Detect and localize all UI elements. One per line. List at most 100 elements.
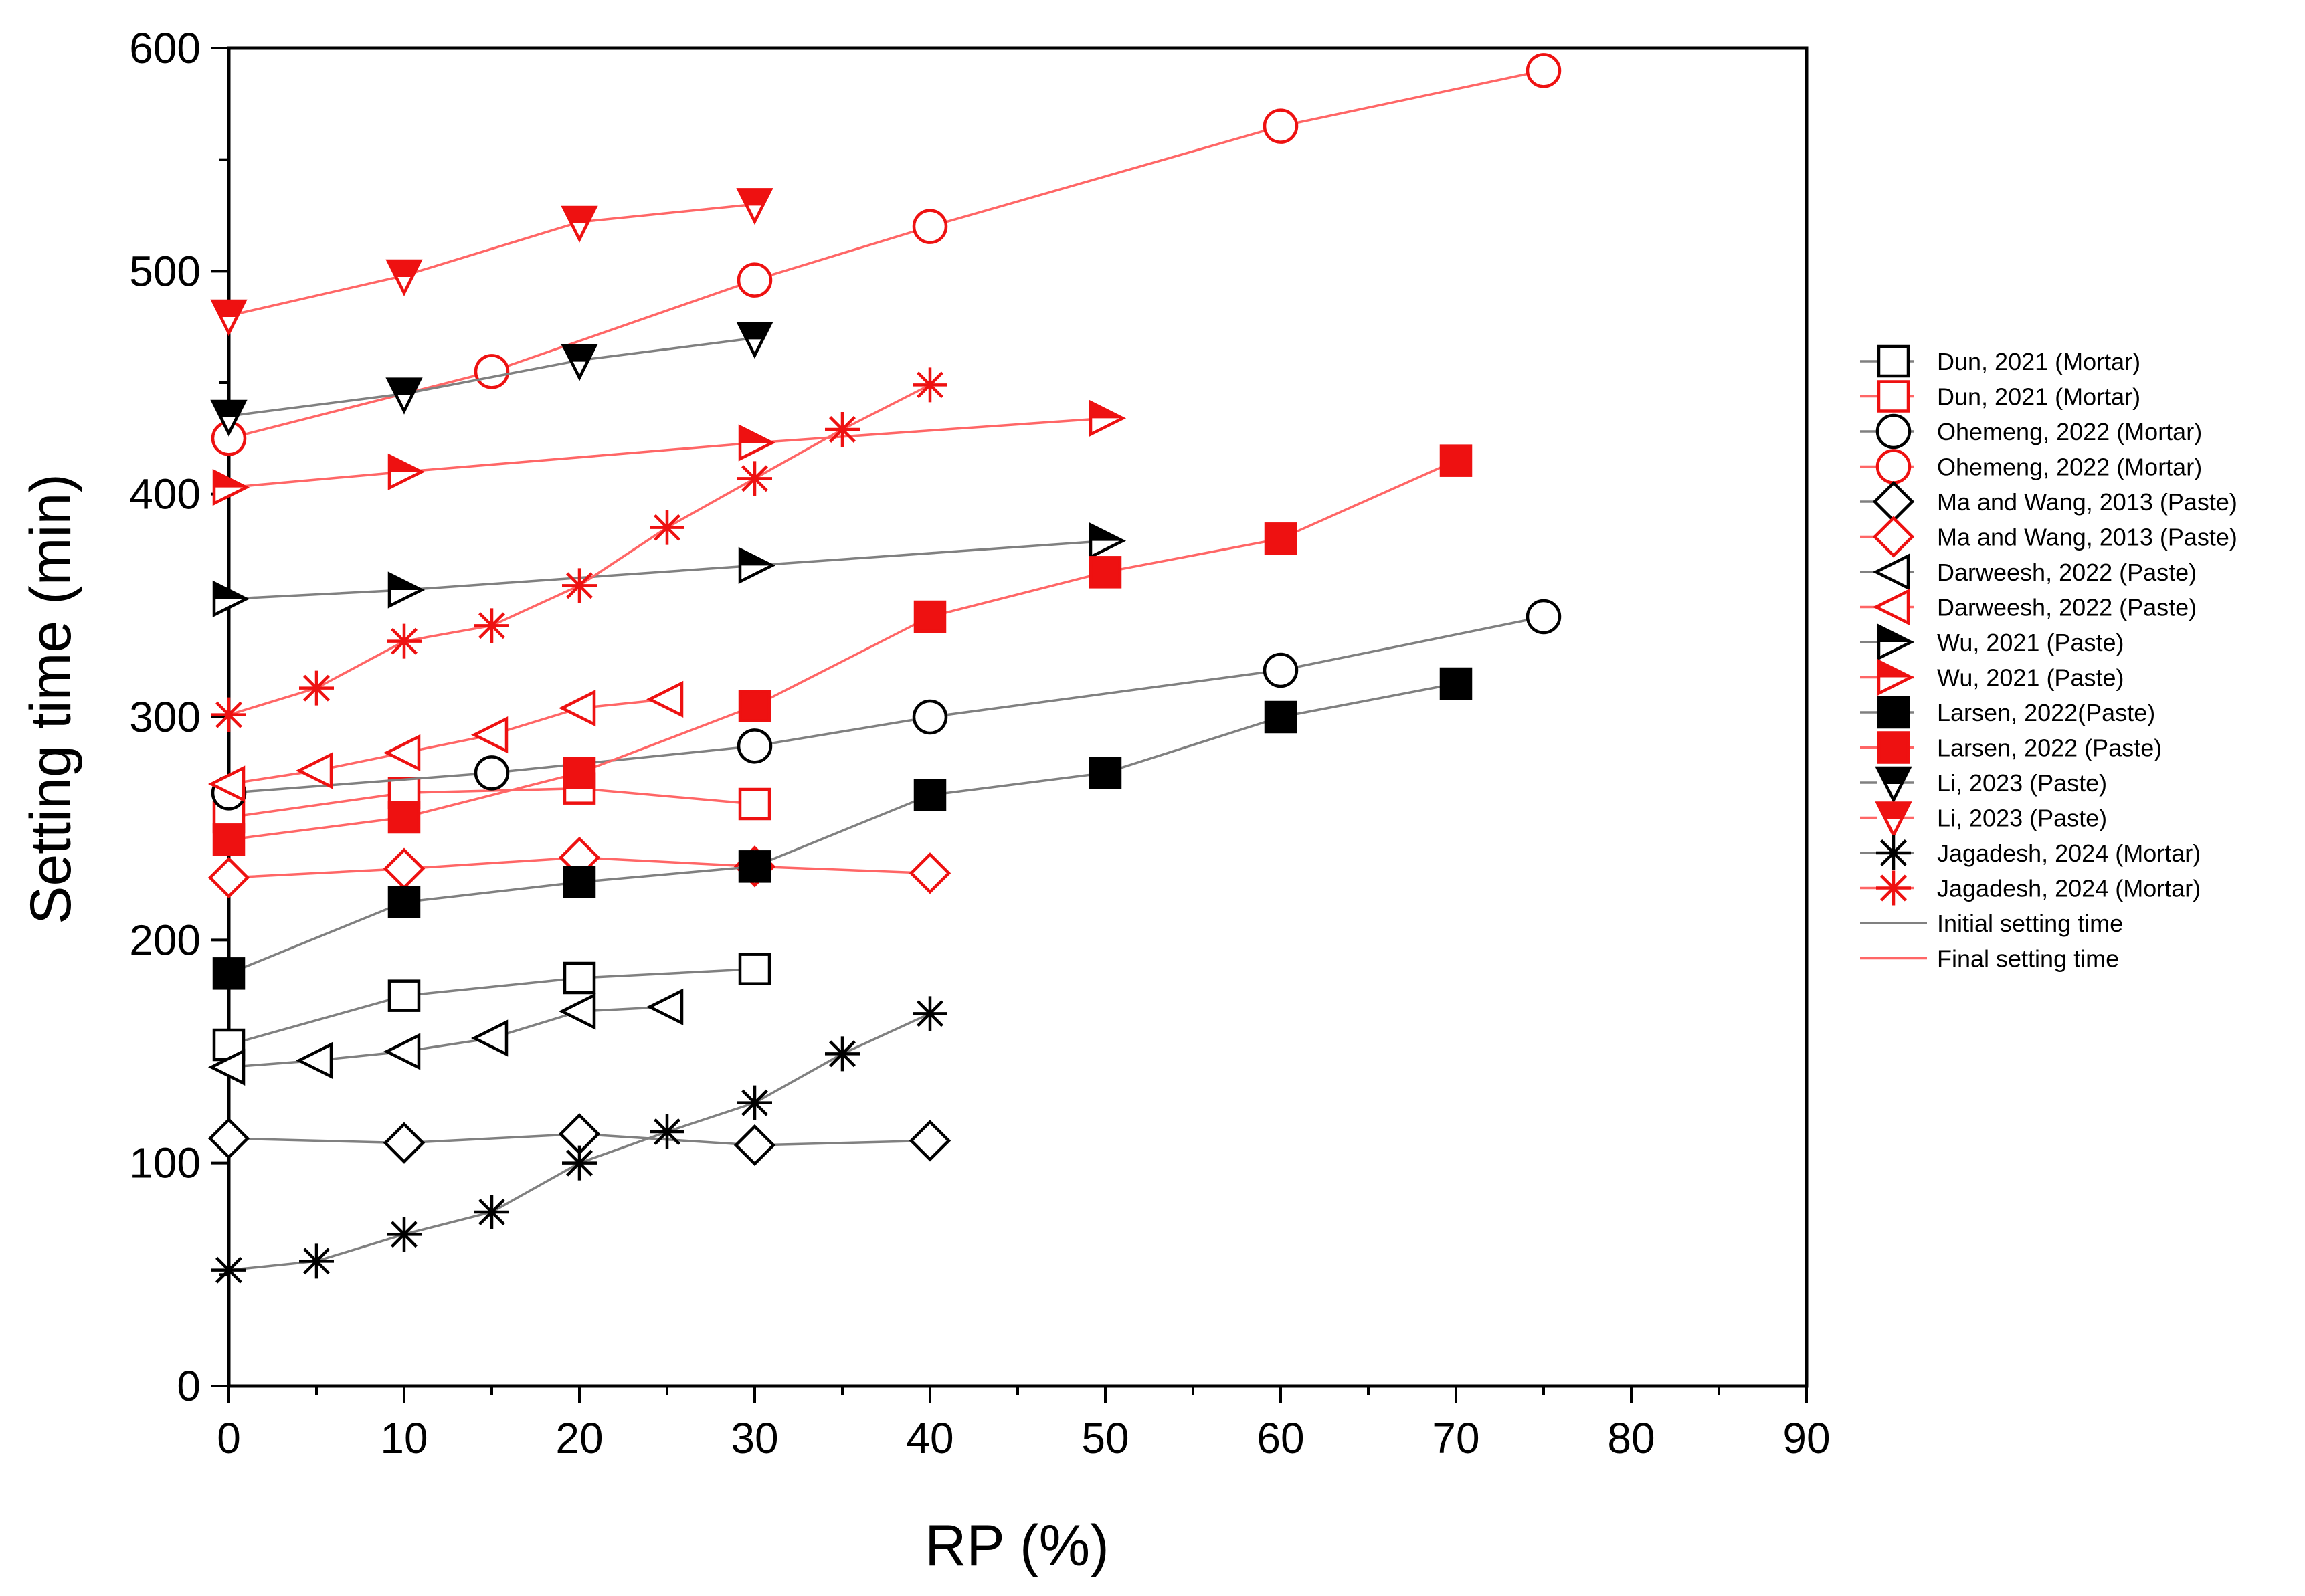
data-point	[387, 886, 421, 918]
data-point	[212, 823, 246, 856]
legend-label: Jagadesh, 2024 (Mortar)	[1937, 875, 2201, 902]
marker-shape	[387, 801, 421, 834]
marker-shape	[1089, 556, 1122, 589]
data-point	[474, 1195, 509, 1229]
marker-fill	[739, 323, 771, 340]
marker-shape	[738, 690, 771, 722]
data-point	[383, 847, 426, 890]
marker-shape	[737, 728, 773, 764]
data-point	[299, 670, 334, 706]
data-point	[295, 752, 333, 789]
data-point	[733, 1124, 776, 1167]
legend-marker	[1875, 449, 1912, 484]
marker-shape	[212, 823, 246, 856]
data-point	[207, 856, 250, 899]
marker-shape	[391, 627, 418, 655]
marker-shape	[738, 953, 771, 985]
data-point	[383, 734, 421, 771]
data-point	[913, 996, 947, 1031]
series-line	[228, 967, 755, 1046]
x-tick-label: 90	[1782, 1414, 1830, 1462]
series-10	[212, 667, 1473, 990]
marker-fill	[214, 471, 246, 488]
x-tick-label: 80	[1607, 1414, 1655, 1462]
data-point	[650, 510, 684, 545]
data-point	[738, 690, 771, 722]
legend-marker	[1875, 766, 1912, 804]
marker-shape	[387, 886, 421, 918]
legend-label: Initial setting time	[1937, 910, 2123, 937]
data-point	[913, 600, 947, 633]
marker-shape	[1264, 700, 1297, 734]
series-0	[212, 953, 771, 1062]
marker-shape	[383, 734, 421, 771]
legend-label: Darweesh, 2022 (Paste)	[1937, 559, 2197, 586]
data-point	[383, 1033, 421, 1070]
legend-marker	[1872, 553, 1910, 591]
data-point	[212, 957, 246, 990]
data-point	[738, 424, 776, 462]
marker-shape	[207, 765, 246, 803]
marker-shape	[566, 1149, 593, 1177]
marker-shape	[917, 1000, 943, 1027]
legend-label: Dun, 2021 (Mortar)	[1937, 383, 2140, 411]
marker-shape	[1877, 380, 1910, 413]
data-point	[474, 354, 510, 389]
data-point	[1263, 652, 1299, 688]
marker-shape	[474, 354, 510, 389]
marker-fill	[1877, 768, 1910, 784]
data-point	[207, 1048, 246, 1086]
data-point	[1526, 53, 1562, 88]
marker-shape	[383, 1122, 426, 1164]
marker-shape	[1264, 522, 1297, 555]
x-tick-label: 20	[555, 1414, 603, 1462]
marker-shape	[387, 979, 421, 1012]
legend-label: Ohemeng, 2022 (Mortar)	[1937, 454, 2202, 481]
data-point	[1264, 522, 1297, 555]
data-point	[646, 988, 684, 1025]
data-point	[1089, 522, 1127, 560]
plot-frame	[227, 46, 1809, 1388]
marker-shape	[1872, 588, 1910, 626]
series-11	[212, 444, 1473, 856]
x-tick-label: 40	[906, 1414, 953, 1462]
marker-shape	[1439, 667, 1473, 700]
data-point	[650, 1114, 684, 1149]
series-line	[228, 336, 755, 417]
data-point	[387, 453, 426, 490]
legend-marker	[1877, 380, 1910, 413]
marker-shape	[215, 701, 242, 728]
marker-shape	[912, 209, 948, 244]
data-point	[299, 1243, 334, 1279]
marker-shape	[737, 262, 773, 298]
data-point	[646, 680, 684, 718]
data-point	[737, 1085, 772, 1120]
y-axis-title: Setting time (min)	[19, 474, 83, 924]
marker-fill	[740, 549, 772, 566]
series-line	[228, 787, 755, 819]
legend-label: Ohemeng, 2022 (Mortar)	[1937, 418, 2202, 445]
marker-fill	[388, 379, 420, 395]
marker-fill	[213, 301, 245, 317]
series-4	[207, 1113, 951, 1167]
x-tick-label: 50	[1081, 1414, 1129, 1462]
x-tick-label: 30	[731, 1414, 778, 1462]
marker-shape	[1089, 757, 1122, 789]
data-point	[387, 979, 421, 1012]
data-point	[474, 608, 509, 643]
y-tick-label: 0	[177, 1362, 201, 1410]
marker-shape	[478, 1199, 505, 1225]
legend-label: Li, 2023 (Paste)	[1937, 769, 2107, 797]
data-point	[913, 367, 947, 403]
marker-shape	[474, 755, 510, 791]
legend-label: Li, 2023 (Paste)	[1937, 805, 2107, 832]
marker-shape	[909, 852, 951, 894]
data-point	[210, 299, 248, 337]
series-15	[211, 367, 947, 732]
x-tick-label: 0	[217, 1414, 241, 1462]
data-point	[385, 259, 423, 297]
legend-marker	[1877, 344, 1910, 378]
x-tick-label: 60	[1257, 1414, 1304, 1462]
marker-shape	[478, 612, 505, 639]
